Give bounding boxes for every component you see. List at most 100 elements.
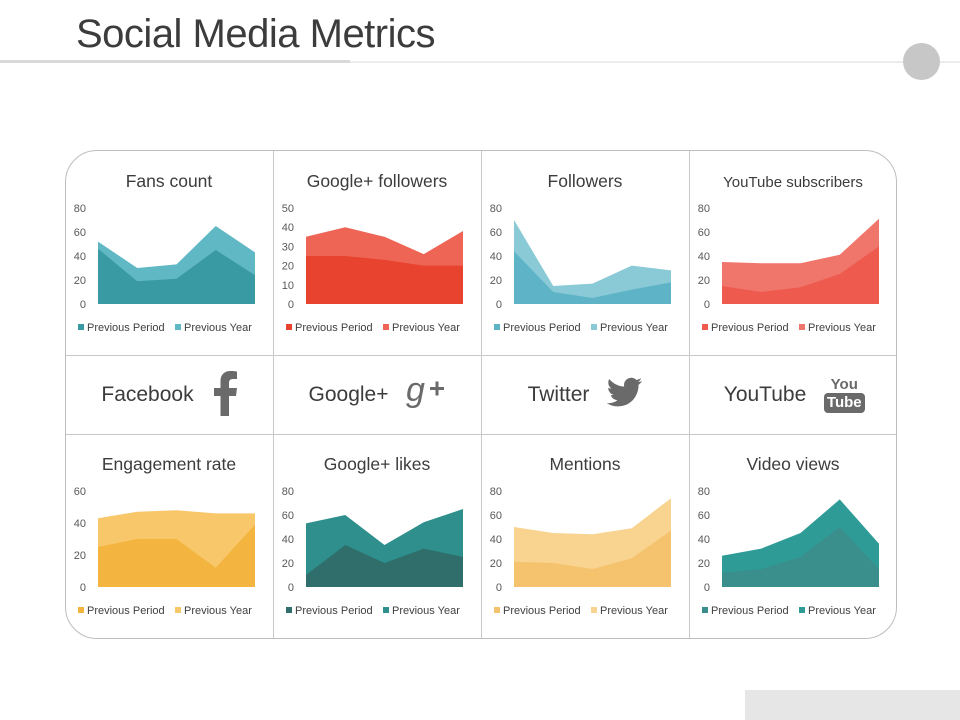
chart-title: Mentions <box>549 454 620 474</box>
area-series-previous-period <box>306 256 463 304</box>
y-tick-label: 80 <box>282 486 294 498</box>
y-tick-label: 20 <box>74 275 86 287</box>
y-tick-label: 80 <box>698 486 710 498</box>
y-tick-label: 40 <box>282 534 294 546</box>
legend-swatch <box>175 607 181 613</box>
title-underline <box>0 60 350 63</box>
y-tick-label: 40 <box>282 222 294 234</box>
y-tick-label: 60 <box>74 227 86 239</box>
y-tick-label: 60 <box>282 510 294 522</box>
youtube-icon-text-bottom: Tube <box>823 393 865 413</box>
legend-label: Previous Year <box>184 322 252 334</box>
y-tick-label: 0 <box>288 582 294 594</box>
area-series-previous-period <box>722 246 879 304</box>
title-rule <box>350 61 960 63</box>
area-series-previous-period <box>98 248 255 304</box>
grid-divider <box>481 151 482 638</box>
chart-panel: Google+ followers 0 10 20 30 40 50 Previous Per… <box>282 171 463 334</box>
y-tick-label: 40 <box>74 518 86 530</box>
chart-panel: Mentions 0 20 40 60 80 Previous Period Previous… <box>490 454 671 617</box>
network-cell-google-plus: Google+ g <box>274 356 481 434</box>
area-series-previous-period <box>514 251 671 304</box>
chart-panel: Engagement rate 0 20 40 60 Previous Period Pre… <box>74 454 255 617</box>
facebook-icon <box>212 370 238 421</box>
legend-swatch <box>286 324 292 330</box>
google-plus-icon: g <box>406 371 446 420</box>
page-title: Social Media Metrics <box>76 12 436 56</box>
legend-label: Previous Year <box>392 605 460 617</box>
network-label: Twitter <box>527 383 590 406</box>
legend-swatch <box>383 324 389 330</box>
area-series-previous-year <box>514 220 671 304</box>
legend-swatch <box>702 607 708 613</box>
y-tick-label: 60 <box>74 486 86 498</box>
legend-swatch <box>383 607 389 613</box>
y-tick-label: 40 <box>490 251 502 263</box>
grid-divider <box>66 434 896 435</box>
twitter-icon <box>607 377 643 414</box>
chart-title: Video views <box>746 454 839 474</box>
legend-swatch <box>799 607 805 613</box>
y-tick-label: 0 <box>80 299 86 311</box>
y-tick-label: 20 <box>490 558 502 570</box>
y-tick-label: 0 <box>704 582 710 594</box>
chart-title: Followers <box>548 171 623 191</box>
legend-label: Previous Year <box>808 605 876 617</box>
legend-swatch <box>286 607 292 613</box>
y-tick-label: 80 <box>698 203 710 215</box>
chart-panel: Fans count 0 20 40 60 80 Previous Period Previo… <box>74 171 255 334</box>
chart-panel: YouTube subscribers 0 20 40 60 80 Previous Per… <box>698 174 879 334</box>
network-label: Facebook <box>101 383 194 406</box>
chart-title: Fans count <box>126 171 213 191</box>
youtube-icon: You Tube <box>823 377 865 413</box>
y-tick-label: 20 <box>490 275 502 287</box>
legend-label: Previous Period <box>503 605 581 617</box>
chart-title: YouTube subscribers <box>723 174 863 191</box>
area-series-previous-period <box>514 530 671 587</box>
legend-swatch <box>494 607 500 613</box>
grid-divider <box>273 151 274 638</box>
network-label: YouTube <box>723 383 807 406</box>
y-tick-label: 20 <box>698 558 710 570</box>
y-tick-label: 40 <box>698 534 710 546</box>
network-cell-facebook: Facebook <box>66 356 273 434</box>
chart-panel: Video views 0 20 40 60 80 Previous Period Previ… <box>698 454 879 617</box>
decorative-circle <box>903 43 940 80</box>
y-tick-label: 60 <box>490 510 502 522</box>
legend-label: Previous Period <box>711 322 789 334</box>
y-tick-label: 80 <box>490 486 502 498</box>
legend-swatch <box>702 324 708 330</box>
chart-title: Google+ likes <box>324 454 431 474</box>
grid-divider <box>689 151 690 638</box>
chart-panel: Google+ likes 0 20 40 60 80 Previous Period Pre… <box>282 454 463 617</box>
y-tick-label: 40 <box>74 251 86 263</box>
legend-swatch <box>494 324 500 330</box>
y-tick-label: 20 <box>282 261 294 273</box>
y-tick-label: 60 <box>698 510 710 522</box>
y-tick-label: 20 <box>74 550 86 562</box>
legend-label: Previous Year <box>808 322 876 334</box>
legend-label: Previous Period <box>711 605 789 617</box>
network-label: Google+ <box>308 383 389 406</box>
network-cell-youtube: YouTube You Tube <box>690 356 896 434</box>
y-tick-label: 80 <box>74 203 86 215</box>
y-tick-label: 40 <box>490 534 502 546</box>
y-tick-label: 30 <box>282 241 294 253</box>
legend-swatch <box>799 324 805 330</box>
network-cell-twitter: Twitter <box>482 356 689 434</box>
legend-label: Previous Year <box>184 605 252 617</box>
chart-title: Google+ followers <box>307 171 448 191</box>
y-tick-label: 60 <box>490 227 502 239</box>
footer-bar <box>745 690 960 720</box>
svg-text:g: g <box>406 371 425 409</box>
legend-swatch <box>78 324 84 330</box>
grid-divider <box>66 355 896 356</box>
legend-swatch <box>591 607 597 613</box>
y-tick-label: 20 <box>698 275 710 287</box>
y-tick-label: 50 <box>282 203 294 215</box>
metrics-board: Facebook Google+ g Twitter YouTube You <box>65 150 897 639</box>
y-tick-label: 60 <box>698 227 710 239</box>
chart-title: Engagement rate <box>102 454 236 474</box>
legend-swatch <box>591 324 597 330</box>
